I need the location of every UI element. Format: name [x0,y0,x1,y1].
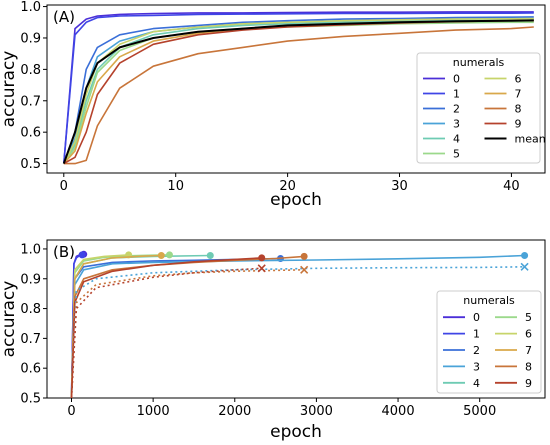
panel-label: (B) [53,243,75,261]
cross-stroke [257,264,266,273]
x-tick-label: 0 [67,404,75,419]
legend-entry-label: 6 [525,328,532,341]
y-tick-label: 0.7 [20,332,41,347]
x-tick-label: 10 [167,179,184,194]
legend-entry-label: 3 [473,360,480,373]
y-tick-label: 0.9 [20,272,41,287]
x-axis-label: epoch [270,190,322,210]
legend-entry-label: 9 [525,377,532,390]
legend-entry-label: 5 [453,148,460,161]
legend-entry-label: 7 [525,344,532,357]
series-end-marker [300,252,308,260]
legend-entry-label: 8 [515,103,522,116]
series-end-marker [78,251,86,259]
legend-entry-label: 5 [525,311,532,324]
y-tick-label: 0.8 [20,63,41,78]
y-tick-label: 0.5 [20,157,41,172]
series-line-2 [63,16,534,164]
y-tick-label: 1.0 [20,0,41,15]
legend-entry-label: 1 [453,88,460,101]
series-line-1 [63,12,534,164]
series-line-mean [62,19,534,164]
x-axis-label: epoch [270,422,322,441]
y-tick-label: 0.5 [20,392,41,407]
y-axis-label: accuracy [0,281,19,358]
legend-entry-label: 3 [453,118,460,131]
series-end-cross [300,265,309,274]
series-line-9-dotted- [70,267,262,399]
panel-a: 0 10 20 30 400.50.60.70.80.91.0epochaccuracy… [0,0,546,210]
y-tick-label: 0.9 [20,31,41,46]
series-end-cross [520,262,529,271]
y-axis-label: accuracy [0,51,19,128]
legend-entry-label: 8 [525,360,532,373]
legend: numerals 0 1 2 3 4 5 6 7 8 9 [436,290,542,394]
y-tick-label: 1.0 [20,242,41,257]
legend-box [416,52,541,164]
series-end-marker [157,252,165,260]
x-tick-label: 1000 [137,404,170,419]
legend-entry-label: 6 [515,73,522,86]
x-tick-label: 5000 [463,404,496,419]
x-tick-label: 20 [279,179,296,194]
y-tick-label: 0.8 [20,302,41,317]
legend-entry-label: 1 [473,328,480,341]
panel-b: 0 1000 2000 3000 4000 5000 0.5 0.6 0.7 0.8 0.9 1.0 e… [0,239,546,442]
x-tick-label: 30 [391,179,408,194]
panel-label: (A) [53,8,75,26]
series-line-9 [70,257,262,399]
y-tick-label: 0.7 [20,94,41,109]
legend-entry-label: 7 [515,88,522,101]
legend-entry-label: 0 [453,73,460,86]
series-group [70,250,529,399]
legend-entry-label: 2 [473,344,480,357]
legend-entry-label: 9 [515,118,522,131]
x-tick-label: 2000 [218,404,251,419]
series-line-3-dotted- [70,266,525,399]
y-tick-label: 0.6 [20,362,41,377]
legend-title: numerals [453,56,505,69]
series-end-cross [257,264,266,273]
legend-entry-label: 2 [453,103,460,116]
x-tick-label: 0 [60,179,68,194]
cross-stroke [300,265,309,274]
legend-entry-label: mean [515,133,546,146]
series-line-0 [63,11,534,164]
series-end-marker [521,252,529,260]
cross-stroke [520,262,529,271]
legend-entry-label: 4 [473,377,480,390]
x-tick-label: 4000 [382,404,415,419]
legend: numerals 0 1 2 3 4 5 6 7 8 9 mean [416,52,546,164]
series-end-marker [165,251,173,259]
legend-title: numerals [463,294,515,307]
legend-entry-label: 0 [473,311,480,324]
series-group [62,11,534,165]
legend-entry-label: 4 [453,133,460,146]
y-tick-label: 0.6 [20,126,41,141]
series-line-8 [63,26,534,165]
x-tick-label: 3000 [300,404,333,419]
x-tick-label: 40 [503,179,520,194]
series-end-marker [258,254,266,262]
series-end-marker [206,252,214,260]
series-line-6 [63,17,534,164]
